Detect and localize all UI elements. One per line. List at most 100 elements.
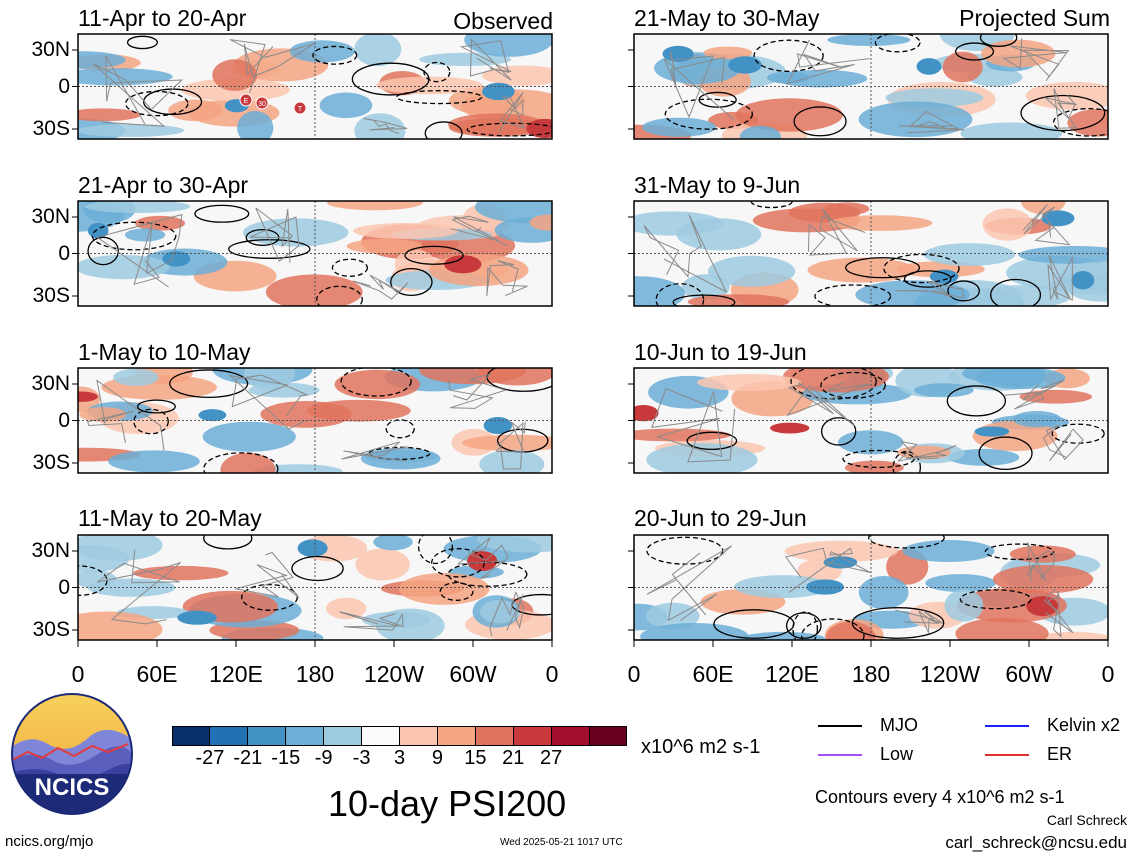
contour-line	[136, 399, 176, 414]
coastline	[650, 387, 736, 463]
contour-line	[351, 62, 430, 96]
anomaly-shading	[944, 589, 984, 622]
contour-line	[954, 42, 995, 61]
panel-title-right-2: 31-May to 9-Jun	[634, 172, 801, 198]
anomaly-shading	[982, 208, 1033, 241]
anomaly-shading	[376, 76, 483, 95]
contour-line	[990, 278, 1042, 306]
contour-line	[946, 385, 1007, 417]
map-panel	[628, 367, 1109, 474]
longitude-label: 120W	[919, 661, 981, 687]
anomaly-core	[728, 56, 762, 74]
anomaly-shading	[78, 108, 141, 122]
map-panels: E 30 T	[72, 33, 1109, 647]
panel-title-left-2: 21-Apr to 30-Apr	[78, 172, 249, 198]
contour-line	[713, 609, 795, 639]
anomaly-shading	[948, 448, 1020, 466]
coastline	[92, 55, 183, 127]
legend-line	[818, 725, 862, 727]
anomaly-shading	[373, 535, 413, 551]
anomaly-core	[1071, 271, 1095, 290]
anomaly-core	[662, 45, 694, 62]
coastline	[1027, 542, 1056, 582]
colorbar-cell	[438, 726, 476, 746]
anomaly-core	[78, 391, 98, 402]
anomaly-shading	[78, 254, 170, 280]
anomaly-shading	[78, 51, 126, 69]
anomaly-shading	[237, 110, 274, 139]
contour-line	[241, 583, 298, 611]
contour-line	[417, 535, 454, 565]
anomaly-shading	[346, 238, 423, 254]
coastline	[363, 117, 408, 134]
storm-marker-icon	[255, 96, 269, 110]
coastline	[459, 38, 512, 81]
anomaly-core	[769, 422, 810, 434]
anomaly-shading	[960, 122, 1063, 139]
latitude-label: 30S	[32, 451, 70, 474]
anomaly-core	[823, 556, 858, 569]
contour-line	[390, 268, 433, 297]
coastline	[807, 208, 866, 256]
colorbar-cell	[590, 726, 627, 746]
contour-line	[404, 245, 464, 265]
anomaly-shading	[220, 452, 276, 473]
anomaly-shading	[696, 374, 801, 391]
contour-line	[686, 431, 738, 451]
contour-note: Contours every 4 x10^6 m2 s-1	[815, 787, 1065, 807]
anomaly-core	[297, 539, 328, 557]
coastline	[1022, 204, 1071, 246]
anomaly-shading	[78, 611, 163, 640]
anomaly-core	[634, 405, 659, 422]
anomaly-shading	[326, 201, 424, 211]
anomaly-shading	[479, 449, 545, 473]
contour-line	[820, 417, 857, 446]
colorbar-label: -21	[233, 747, 263, 769]
colorbar-label: 21	[502, 747, 525, 769]
contour-line	[466, 122, 552, 137]
latitude-label: 0	[58, 241, 70, 265]
anomaly-shading	[464, 34, 552, 57]
colorbar-cell	[324, 726, 362, 746]
coastline	[339, 611, 404, 631]
anomaly-shading	[360, 447, 441, 470]
colorbar-cell	[210, 726, 248, 746]
anomaly-shading	[79, 407, 127, 422]
contour-line	[793, 106, 847, 137]
contour-line	[790, 368, 877, 400]
longitude-label: 180	[851, 661, 891, 687]
anomaly-shading	[784, 540, 898, 562]
contour-line	[753, 39, 824, 72]
colorbar-cell	[286, 726, 324, 746]
anomaly-shading	[855, 280, 970, 306]
contour-line	[1051, 423, 1105, 444]
colorbar-units: x10^6 m2 s-1	[641, 736, 761, 758]
anomaly-shading	[824, 202, 870, 216]
latitude-label: 30N	[31, 372, 70, 395]
contour-line	[439, 582, 474, 601]
anomaly-core	[806, 579, 844, 595]
longitude-label: 60W	[1005, 661, 1053, 687]
anomaly-shading	[645, 602, 700, 629]
anomaly-core	[1026, 596, 1059, 617]
coastline	[489, 590, 525, 637]
anomaly-shading	[897, 445, 951, 460]
contour-line	[820, 371, 886, 399]
anomaly-core	[162, 251, 191, 267]
ncics-logo: NCICS	[11, 693, 133, 815]
panel-title-right-3: 10-Jun to 19-Jun	[634, 339, 807, 365]
anomaly-shading	[354, 34, 402, 67]
contour-line	[424, 121, 463, 139]
contour-line	[312, 45, 358, 65]
contour-line	[842, 449, 915, 469]
coastline	[785, 39, 870, 85]
colorbar-label: -27	[195, 747, 225, 769]
site-url: ncics.org/mjo	[5, 833, 94, 850]
contour-line	[331, 258, 369, 277]
colorbar-cell	[400, 726, 438, 746]
colorbar-label: -9	[314, 747, 333, 769]
anomaly-core	[482, 82, 515, 101]
contour-line	[947, 280, 980, 302]
anomaly-core	[483, 417, 513, 435]
coastline	[1043, 88, 1078, 129]
